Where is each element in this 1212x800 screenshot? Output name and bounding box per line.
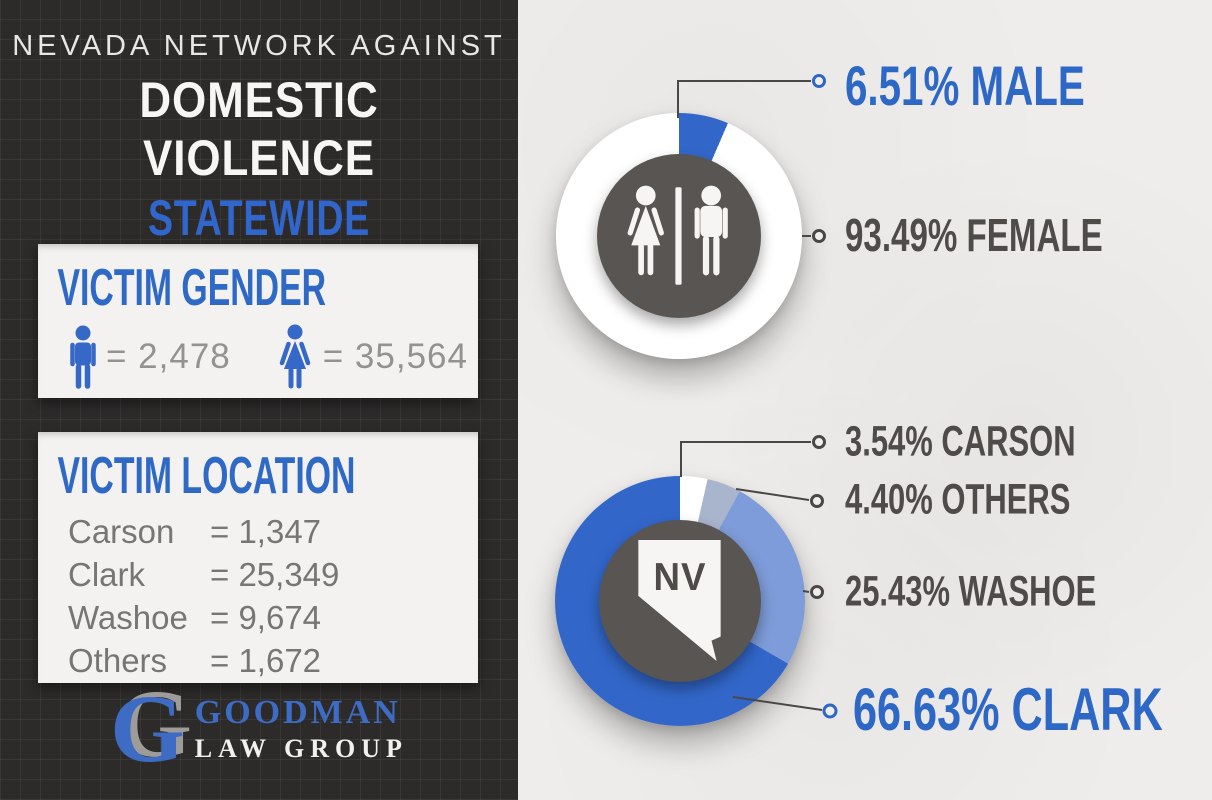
female-percentage-label: 93.49% FEMALE: [845, 209, 1103, 262]
male-stat: = 2,478: [68, 325, 231, 389]
logo-wordmark: GOODMAN LAW GROUP: [194, 694, 408, 764]
male-count: = 2,478: [106, 337, 231, 376]
goodman-law-group-logo: G GOODMAN LAW GROUP: [0, 675, 518, 782]
gender-donut-chart: [556, 113, 802, 359]
location-row-washoe: Washoe = 9,674: [68, 599, 322, 636]
male-percentage-label: 6.51% MALE: [845, 53, 1085, 117]
location-row-carson: Carson = 1,347: [68, 513, 322, 550]
location-row-clark: Clark = 25,349: [68, 556, 340, 593]
gender-donut-center: [597, 154, 761, 318]
nv-label: NV: [654, 556, 707, 599]
carson-percentage-label: 3.54% CARSON: [845, 417, 1076, 466]
location-donut-center: NV: [599, 520, 761, 682]
male-icon: [70, 325, 96, 389]
others-percentage-label: 4.40% OTHERS: [845, 475, 1071, 524]
gender-stats-row: = 2,478 = 35,564: [68, 324, 478, 390]
nevada-state-icon: NV: [638, 540, 721, 661]
restroom-icon: [627, 185, 728, 285]
title-line-1: NEVADA NETWORK AGAINST: [12, 30, 506, 62]
location-card-heading: VICTIM LOCATION: [57, 447, 356, 505]
logo-monogram: G: [110, 675, 185, 782]
female-count: = 35,564: [322, 337, 468, 376]
female-icon: [279, 324, 310, 389]
left-panel: NEVADA NETWORK AGAINST DOMESTIC VIOLENCE…: [0, 0, 518, 800]
location-rows: Carson = 1,347 Clark = 25,349 Washoe = 9,67…: [68, 510, 478, 682]
location-donut-chart: NV: [555, 476, 805, 726]
victim-location-card: VICTIM LOCATION Carson = 1,347 Clark = 25,…: [38, 432, 478, 683]
victim-gender-card: VICTIM GENDER = 2,478: [38, 244, 478, 398]
gender-card-heading: VICTIM GENDER: [57, 259, 327, 317]
female-stat: = 35,564: [275, 324, 468, 390]
title-line-2: DOMESTIC VIOLENCE: [139, 72, 379, 186]
location-row-others: Others = 1,672: [68, 642, 322, 679]
clark-percentage-label: 66.63% CLARK: [853, 675, 1163, 743]
washoe-percentage-label: 25.43% WASHOE: [845, 567, 1097, 616]
